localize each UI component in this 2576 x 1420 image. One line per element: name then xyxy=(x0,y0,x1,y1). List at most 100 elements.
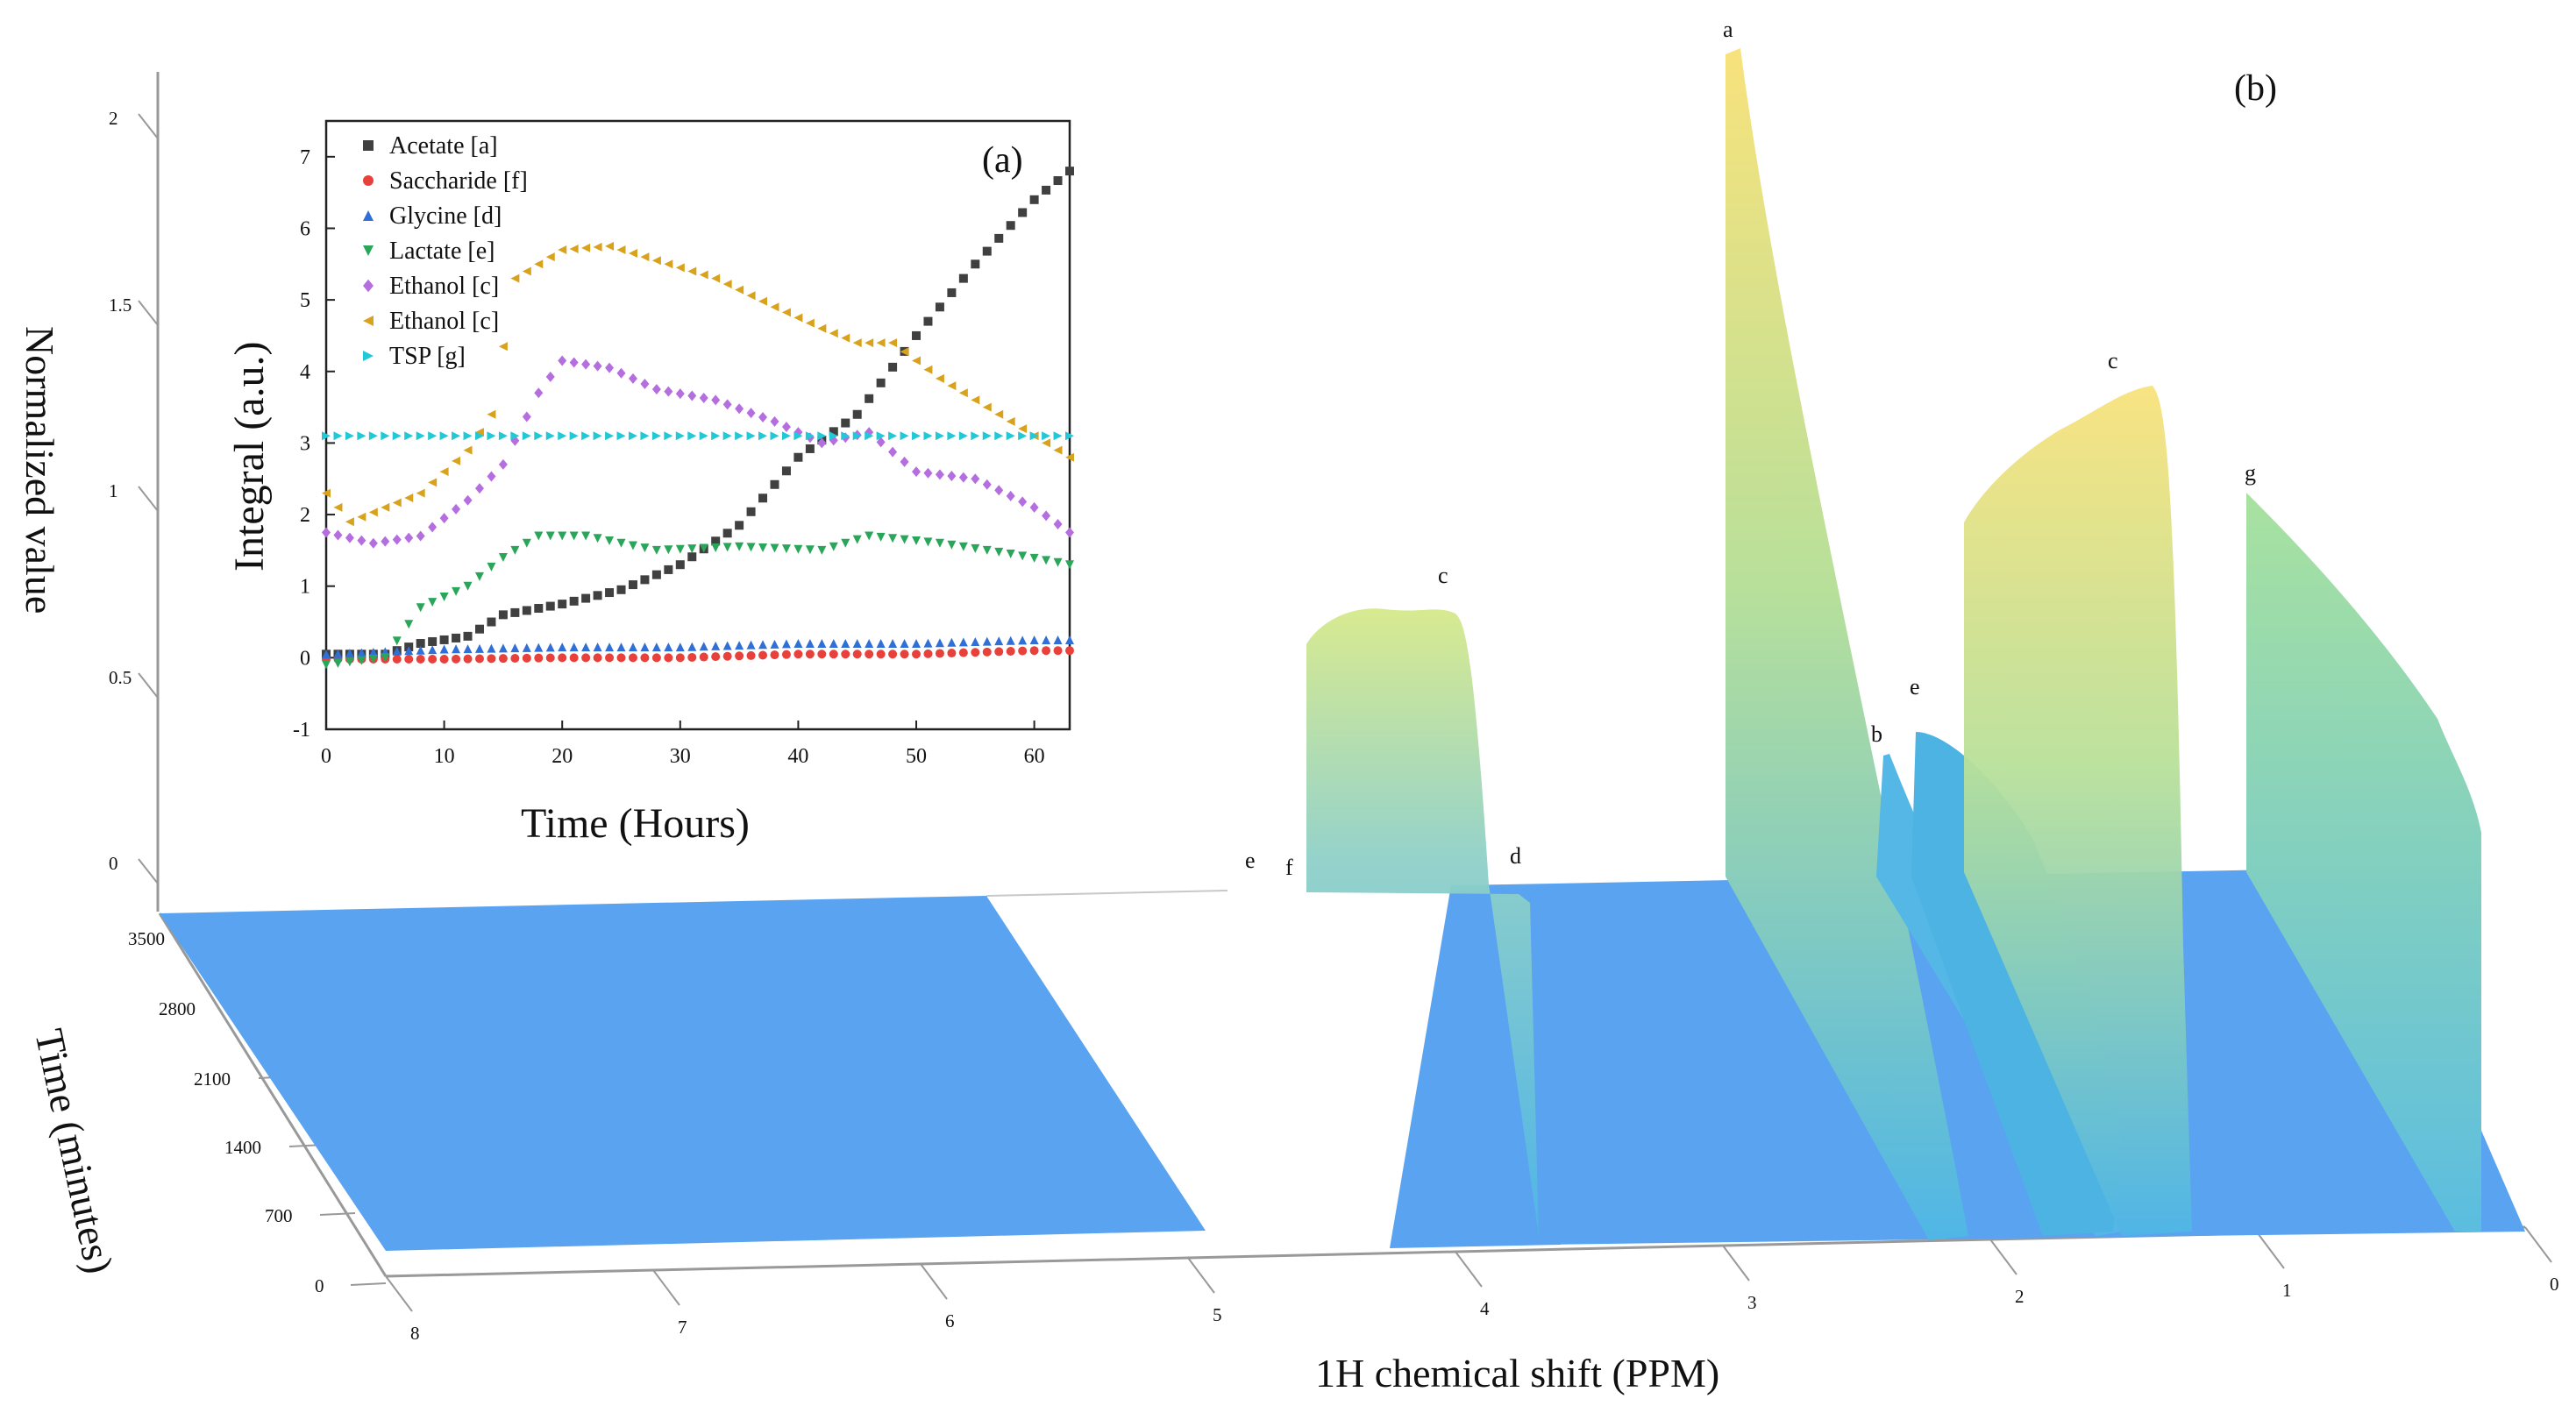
inset-data-point xyxy=(758,640,768,650)
inset-data-point xyxy=(888,431,898,441)
inset-data-point xyxy=(805,545,815,555)
inset-data-point xyxy=(664,653,673,663)
inset-data-point xyxy=(687,266,697,276)
inset-x-tick-label: 60 xyxy=(1024,745,1045,768)
inset-data-point xyxy=(1018,635,1028,645)
inset-data-point xyxy=(935,469,944,480)
inset-series-4 xyxy=(322,355,1074,549)
inset-data-point xyxy=(699,270,708,280)
inset-data-point xyxy=(852,535,862,544)
inset-series-6 xyxy=(322,431,1074,441)
inset-data-point xyxy=(628,373,637,384)
inset-data-point xyxy=(487,643,496,653)
peak-label-e: e xyxy=(1910,674,1920,699)
inset-data-point xyxy=(1006,647,1015,657)
inset-data-point xyxy=(664,564,673,574)
inset-data-point xyxy=(1018,208,1028,217)
inset-data-point xyxy=(852,338,862,348)
inset-data-point xyxy=(534,643,544,652)
inset-data-point xyxy=(888,639,898,649)
inset-data-point xyxy=(640,653,650,663)
inset-data-point xyxy=(664,259,673,269)
inset-data-point xyxy=(498,643,508,653)
inset-data-point xyxy=(522,411,531,422)
inset-data-point xyxy=(439,431,449,441)
inset-data-point xyxy=(452,654,461,664)
inset-data-point xyxy=(793,650,803,659)
ppm-tick-label: 7 xyxy=(678,1317,687,1338)
inset-axis-ticks: 0 10 20 30 40 50 60 -1 0 1 2 3 4 5 6 7 xyxy=(293,146,1045,768)
inset-data-point xyxy=(1018,424,1028,434)
inset-data-point xyxy=(722,651,732,661)
peak-label-c: c xyxy=(2108,348,2118,373)
inset-data-point xyxy=(1006,490,1015,501)
inset-data-point xyxy=(1065,452,1074,462)
inset-data-point xyxy=(651,643,661,652)
inset-data-point xyxy=(746,507,756,516)
inset-x-tick-label: 10 xyxy=(434,745,455,768)
inset-data-point xyxy=(947,431,957,441)
inset-data-point xyxy=(664,386,673,397)
inset-data-point xyxy=(722,641,732,650)
legend-label: Ethanol [c] xyxy=(389,308,499,335)
inset-data-point xyxy=(781,650,791,659)
inset-data-point xyxy=(947,540,957,550)
inset-y-tick-label: 5 xyxy=(300,289,310,312)
inset-data-point xyxy=(345,657,354,667)
inset-data-point xyxy=(958,273,968,283)
inset-data-point xyxy=(770,650,779,660)
inset-data-point xyxy=(522,653,531,663)
inset-data-point xyxy=(333,649,343,658)
inset-data-point xyxy=(923,537,933,547)
inset-data-point xyxy=(722,543,732,552)
inset-data-point xyxy=(947,649,957,658)
legend-label: Saccharide [f] xyxy=(389,167,528,195)
inset-data-point xyxy=(463,631,473,641)
inset-data-point xyxy=(651,570,661,579)
ppm-tick-label: 1 xyxy=(2282,1280,2292,1301)
inset-data-point xyxy=(487,562,496,572)
inset-data-point xyxy=(711,431,721,441)
inset-data-point xyxy=(711,652,721,662)
ppm-tick-mark xyxy=(1989,1239,2017,1275)
z-tick-label: 2 xyxy=(109,108,118,129)
inset-data-point xyxy=(958,542,968,551)
inset-data-point xyxy=(474,643,484,653)
inset-data-point xyxy=(746,431,756,441)
inset-data-point xyxy=(994,647,1004,657)
inset-data-point xyxy=(817,431,827,441)
ppm-tick-mark xyxy=(920,1263,948,1300)
inset-data-point xyxy=(581,431,591,441)
inset-data-point xyxy=(651,653,661,663)
inset-data-point xyxy=(487,654,496,664)
inset-data-point xyxy=(971,473,980,485)
inset-x-axis-title: Time (Hours) xyxy=(521,800,750,847)
legend-label: Acetate [a] xyxy=(389,132,498,160)
inset-series-5 xyxy=(322,241,1074,527)
inset-data-point xyxy=(841,333,850,343)
inset-data-point xyxy=(545,643,555,652)
inset-data-point xyxy=(545,431,555,441)
peak-a xyxy=(1726,48,1968,1240)
inset-data-point xyxy=(510,654,520,664)
inset-data-point xyxy=(581,653,591,663)
inset-data-point xyxy=(971,636,980,646)
ppm-tick-label: 8 xyxy=(410,1323,420,1344)
time-axis-ticks: 0 700 1400 2100 2800 3500 xyxy=(128,928,387,1296)
inset-data-point xyxy=(852,639,862,649)
inset-data-point xyxy=(746,650,756,660)
inset-data-point xyxy=(900,431,909,441)
inset-data-point xyxy=(593,534,602,543)
inset-series-0 xyxy=(322,167,1074,659)
inset-data-point xyxy=(545,653,555,663)
inset-data-point xyxy=(746,408,756,419)
inset-data-point xyxy=(368,647,378,657)
inset-data-point xyxy=(640,431,650,441)
ppm-tick-label: 2 xyxy=(2015,1286,2025,1307)
inset-data-point xyxy=(1029,635,1039,644)
z-tick-mark xyxy=(138,113,159,139)
inset-data-point xyxy=(510,273,520,283)
inset-legend: Acetate [a] Saccharide [f] Glycine [d] Lact… xyxy=(363,132,528,370)
inset-data-point xyxy=(333,658,343,668)
